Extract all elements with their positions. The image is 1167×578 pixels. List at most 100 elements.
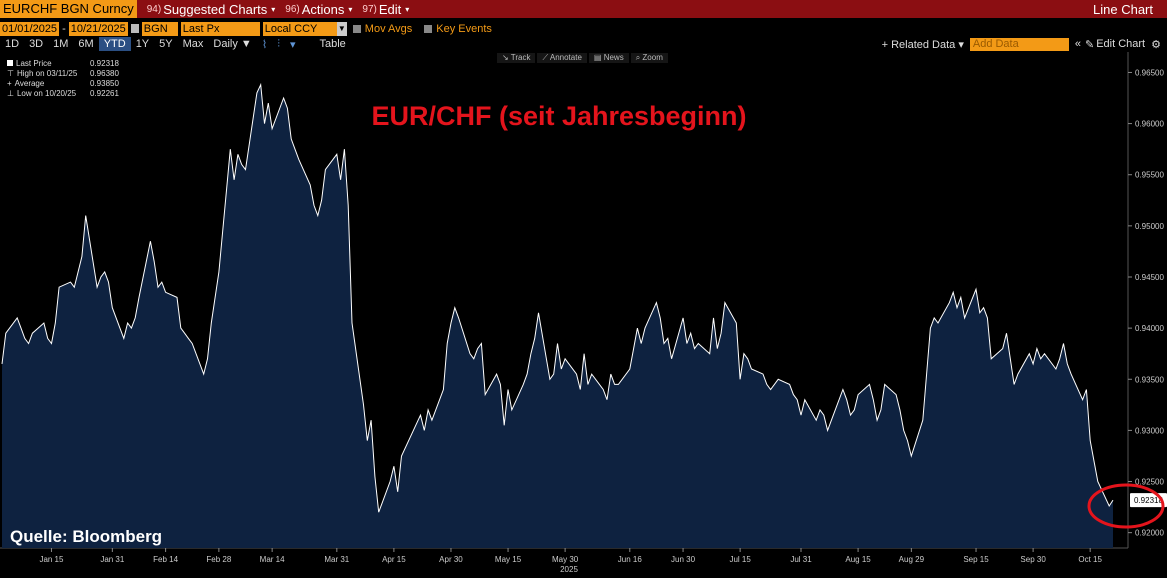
- currency-selector[interactable]: Local CCY: [262, 21, 337, 36]
- x-tick-label: Oct 15: [1078, 555, 1102, 564]
- x-tick-label: Mar 31: [324, 555, 349, 564]
- controls-row: 01/01/2025 - 10/21/2025 BGN Last Px Loca…: [0, 21, 504, 36]
- range-1m-button[interactable]: 1M: [53, 38, 69, 50]
- x-tick-label: Sep 15: [963, 555, 989, 564]
- legend-value: 0.93850: [90, 79, 119, 88]
- legend-label: Last Price: [16, 59, 52, 68]
- x-tick-label: Feb 14: [153, 555, 178, 564]
- chevron-down-icon[interactable]: ▾: [289, 38, 296, 51]
- range-5y-button[interactable]: 5Y: [159, 38, 173, 50]
- x-tick-label: Feb 28: [206, 555, 231, 564]
- average-marker-icon: +: [7, 79, 12, 88]
- start-date-field[interactable]: 01/01/2025: [0, 21, 60, 36]
- chart-legend: Last Price 0.92318 ⊤ High on 03/11/25 0.963…: [7, 59, 119, 99]
- caret-icon: ▾: [348, 4, 353, 14]
- caret-icon: ▾: [405, 4, 410, 14]
- x-tick-label: Jul 31: [790, 555, 812, 564]
- menu-label: Actions: [301, 1, 345, 17]
- chart-type-label: Line Chart: [1093, 1, 1153, 17]
- x-year-label: 2025: [560, 565, 578, 574]
- title-bar: EURCHF BGN Curncy 94) Suggested Charts ▾ 9…: [0, 0, 1167, 18]
- x-tick-label: Jun 30: [671, 555, 696, 564]
- line-chart-icon[interactable]: ⌇: [261, 38, 268, 51]
- chevron-down-icon[interactable]: ▼: [336, 21, 347, 36]
- x-tick-label: May 15: [495, 555, 522, 564]
- y-tick-label: 0.92000: [1135, 529, 1164, 538]
- y-tick-label: 0.92500: [1135, 478, 1164, 487]
- legend-label: Low on 10/20/25: [16, 89, 77, 98]
- gear-icon[interactable]: ⚙: [1151, 38, 1161, 51]
- pencil-icon[interactable]: ✎: [1084, 38, 1095, 51]
- field-selector[interactable]: Last Px: [180, 21, 260, 36]
- y-tick-label: 0.95500: [1135, 171, 1164, 180]
- x-tick-label: May 30: [552, 555, 579, 564]
- ticker-field[interactable]: EURCHF BGN Curncy: [0, 0, 137, 18]
- y-tick-label: 0.94000: [1135, 324, 1164, 333]
- y-tick-label: 0.93500: [1135, 375, 1164, 384]
- x-tick-label: Aug 29: [899, 555, 925, 564]
- y-axis-panel: [1128, 52, 1167, 548]
- source-field[interactable]: BGN: [141, 21, 178, 36]
- date-separator: -: [62, 22, 66, 35]
- last-price-swatch: [7, 60, 13, 66]
- legend-value: 0.92261: [90, 89, 119, 98]
- bar-style-icon[interactable]: ⫶: [277, 37, 280, 50]
- low-marker-icon: ⊥: [7, 89, 14, 98]
- edit-menu[interactable]: 97) Edit ▾: [362, 2, 409, 17]
- y-tick-label: 0.96000: [1135, 120, 1164, 129]
- tool-label: Annotate: [549, 53, 582, 62]
- price-line: [1, 82, 1114, 513]
- legend-value: 0.96380: [90, 69, 119, 78]
- edit-chart-button[interactable]: Edit Chart: [1096, 38, 1146, 50]
- range-max-button[interactable]: Max: [182, 38, 204, 50]
- y-tick-label: 0.94500: [1135, 273, 1164, 282]
- x-tick-label: Jan 31: [100, 555, 125, 564]
- highlight-circle: [1087, 483, 1165, 529]
- x-tick-label: Jun 16: [618, 555, 643, 564]
- legend-value: 0.92318: [90, 59, 119, 68]
- track-tool[interactable]: ↘ Track: [497, 53, 536, 63]
- high-marker-icon: ⊤: [7, 69, 14, 78]
- price-area: [2, 84, 1113, 548]
- zoom-tool[interactable]: ⌕ Zoom: [630, 53, 668, 63]
- table-button[interactable]: Table: [319, 38, 346, 50]
- tool-label: News: [603, 53, 624, 62]
- range-3d-button[interactable]: 3D: [29, 38, 44, 50]
- range-ytd-button[interactable]: YTD: [98, 37, 131, 51]
- mov-avgs-checkbox[interactable]: [352, 24, 361, 33]
- range-6m-button[interactable]: 6M: [78, 38, 94, 50]
- menu-label: Edit: [378, 1, 402, 17]
- x-tick-label: Jan 15: [39, 555, 64, 564]
- actions-menu[interactable]: 96) Actions ▾: [285, 2, 352, 17]
- range-1y-button[interactable]: 1Y: [135, 38, 150, 50]
- source-note: Quelle: Bloomberg: [10, 527, 162, 546]
- end-date-field[interactable]: 10/21/2025: [68, 21, 128, 36]
- related-data-menu[interactable]: + Related Data ▾: [881, 38, 964, 51]
- key-events-checkbox[interactable]: [424, 24, 433, 33]
- key-events-label: Key Events: [436, 22, 492, 35]
- legend-label: High on 03/11/25: [16, 69, 78, 78]
- menu-number: 94): [146, 3, 162, 15]
- period-dropdown[interactable]: Daily ▼: [213, 38, 252, 50]
- annotate-tool[interactable]: ⟋ Annotate: [537, 53, 587, 63]
- collapse-icon[interactable]: «: [1074, 38, 1081, 50]
- tool-label: Zoom: [642, 53, 663, 62]
- add-data-input[interactable]: Add Data: [969, 37, 1069, 51]
- last-price-tag: 0.92318: [1134, 496, 1163, 505]
- suggested-charts-menu[interactable]: 94) Suggested Charts ▾: [147, 2, 276, 17]
- caret-icon: ▾: [271, 4, 276, 14]
- news-tool[interactable]: ▤ News: [588, 53, 629, 63]
- calendar-icon[interactable]: [130, 24, 139, 33]
- range-1d-button[interactable]: 1D: [5, 38, 20, 50]
- x-tick-label: Mar 14: [260, 555, 285, 564]
- chart-tools: ↘ Track ⟋ Annotate ▤ News ⌕ Zoom: [497, 53, 670, 63]
- x-tick-label: Aug 15: [845, 555, 871, 564]
- legend-label: Average: [14, 79, 45, 88]
- menu-label: Suggested Charts: [163, 1, 268, 17]
- x-tick-label: Sep 30: [1020, 555, 1046, 564]
- y-tick-label: 0.95000: [1135, 222, 1164, 231]
- menu-number: 96): [285, 3, 300, 15]
- tool-label: Track: [510, 53, 531, 62]
- y-tick-label: 0.93000: [1135, 426, 1164, 435]
